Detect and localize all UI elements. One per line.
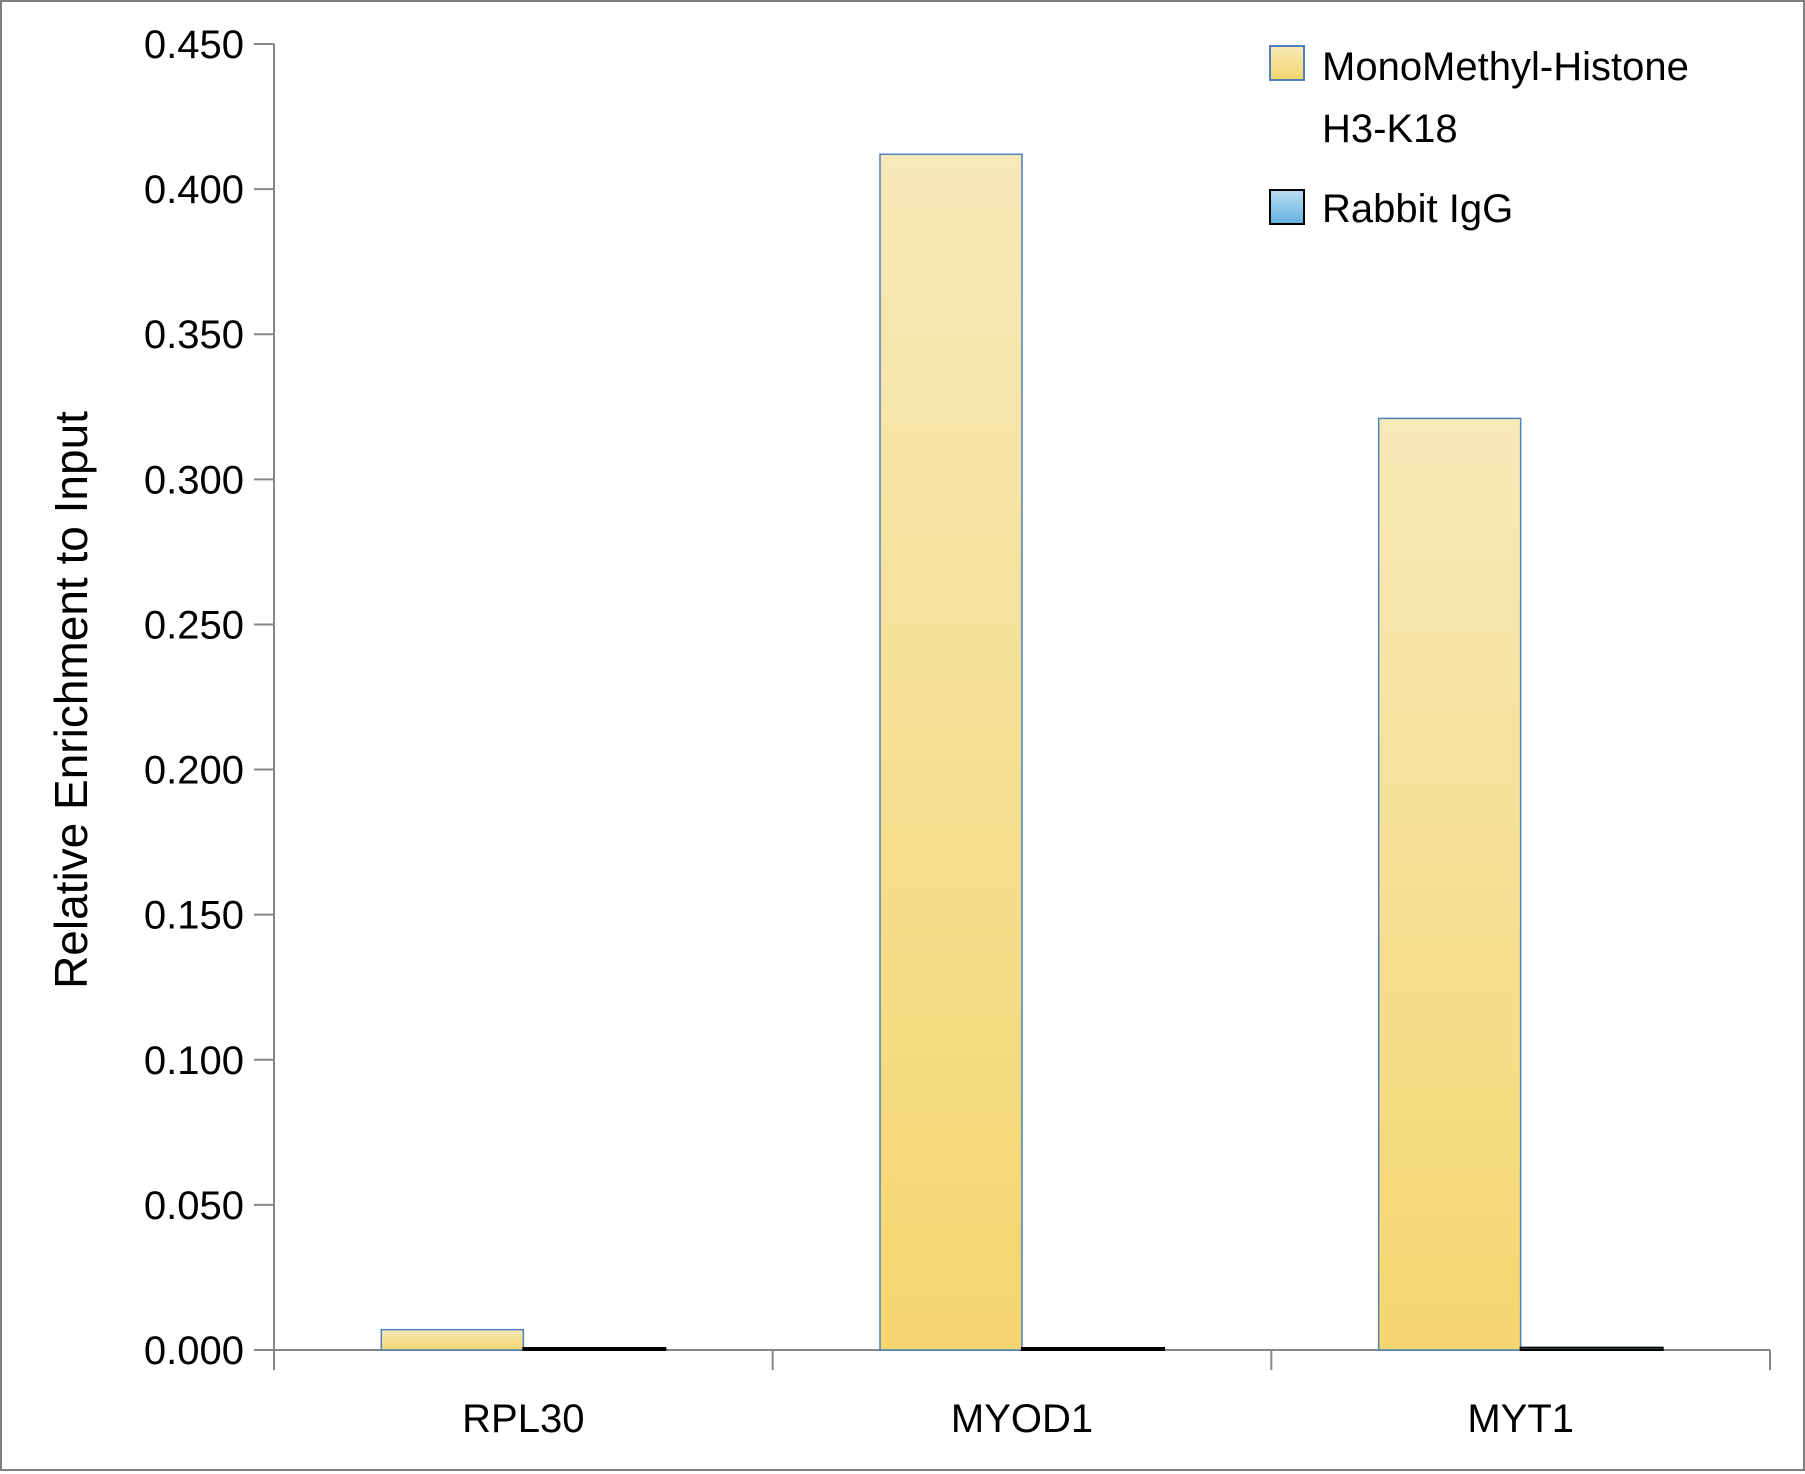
y-tick-label: 0.000 [144, 1329, 244, 1373]
legend-label: Rabbit IgG [1322, 187, 1513, 231]
x-category-label: MYT1 [1467, 1397, 1574, 1441]
x-axis: RPL30 MYOD1 MYT1 [273, 1349, 1771, 1441]
y-tick-label: 0.100 [144, 1039, 244, 1083]
x-category-label: MYOD1 [951, 1397, 1093, 1441]
y-tick-label: 0.350 [144, 313, 244, 357]
bars [380, 153, 1664, 1352]
y-tick-label: 0.050 [144, 1184, 244, 1228]
legend: MonoMethyl-Histone H3-K18 Rabbit IgG [1269, 45, 1689, 231]
bar-monomethyl-myod1 [879, 153, 1023, 1351]
y-tick-label: 0.450 [144, 23, 244, 67]
legend-label: H3-K18 [1322, 107, 1458, 151]
legend-swatch [1269, 45, 1305, 81]
y-tick-label: 0.150 [144, 894, 244, 938]
y-axis-title: Relative Enrichment to Input [45, 411, 97, 989]
bar-rabbit-igg-rpl30 [522, 1347, 667, 1351]
bar-monomethyl-myt1 [1377, 417, 1522, 1351]
bar-rabbit-igg-myt1 [1519, 1346, 1664, 1352]
y-tick-label: 0.400 [144, 168, 244, 212]
y-tick-label: 0.300 [144, 458, 244, 502]
bar-rabbit-igg-myod1 [1021, 1347, 1165, 1351]
x-category-label: RPL30 [462, 1397, 584, 1441]
y-tick-label: 0.200 [144, 749, 244, 793]
legend-label: MonoMethyl-Histone [1322, 45, 1689, 89]
legend-swatch [1269, 189, 1305, 225]
y-tick-label: 0.250 [144, 603, 244, 647]
y-axis: 0.000 0.050 0.100 0.150 0.200 0.250 0.300 0.350… [144, 23, 275, 1373]
bar-monomethyl-rpl30 [380, 1328, 525, 1351]
